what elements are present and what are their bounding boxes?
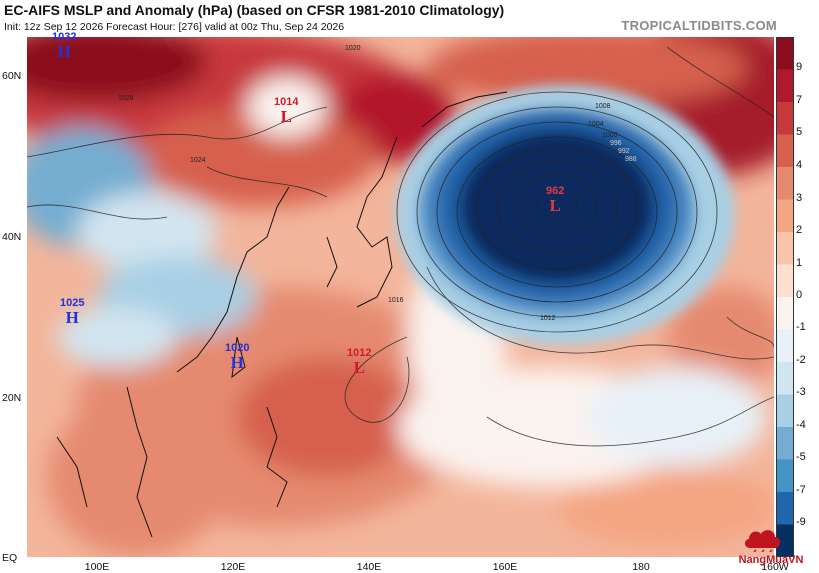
map-subtitle: Init: 12z Sep 12 2026 Forecast Hour: [27… <box>4 21 345 33</box>
anomaly-map <box>27 37 774 557</box>
pressure-symbol: L <box>549 196 561 215</box>
isobar-label: 1028 <box>118 95 134 102</box>
high-pressure-center: 1032 H <box>52 31 77 61</box>
colorbar-segment <box>776 427 794 460</box>
anomaly-field <box>27 37 774 557</box>
high-pressure-center: 1025 H <box>60 297 85 327</box>
lat-label-40n: 40N <box>2 231 22 243</box>
pressure-symbol: L <box>353 358 365 377</box>
colorbar-label: -2 <box>796 354 806 366</box>
pressure-value: 1025 <box>60 297 85 309</box>
pressure-value: 962 <box>546 185 565 197</box>
pressure-symbol: L <box>280 107 292 126</box>
lon-label-160w: 160W <box>761 561 789 573</box>
isobar-label: 1012 <box>540 315 556 322</box>
isobar-label: 992 <box>618 148 630 155</box>
lon-label-120e: 120E <box>220 561 246 573</box>
colorbar-label: 7 <box>796 94 803 106</box>
pressure-value: 1014 <box>274 96 299 108</box>
pressure-value: 1012 <box>347 347 372 359</box>
isobar-label: 1016 <box>388 297 404 304</box>
colorbar-segment <box>776 69 794 103</box>
colorbar-label: -3 <box>796 386 806 398</box>
colorbar-label: 1 <box>796 257 803 269</box>
pressure-value: 1020 <box>225 342 250 354</box>
lon-label-100e: 100E <box>84 561 110 573</box>
colorbar-segment <box>776 134 794 168</box>
colorbar-segment <box>776 232 794 265</box>
low-pressure-center: 962 L <box>546 185 565 215</box>
colorbar-segment <box>776 362 794 395</box>
colorbar-segment <box>776 524 794 557</box>
colorbar-label: 4 <box>796 159 803 171</box>
colorbar-segment <box>776 102 794 135</box>
colorbar-label: 9 <box>796 61 803 73</box>
map-title: EC-AIFS MSLP and Anomaly (hPa) (based on… <box>4 2 505 18</box>
lat-label-60n: 60N <box>2 70 22 82</box>
high-pressure-center: 1020 H <box>225 342 250 372</box>
colorbar-label: -5 <box>796 451 806 463</box>
colorbar <box>776 37 794 557</box>
colorbar-segment <box>776 167 794 200</box>
colorbar-segment <box>776 199 794 233</box>
colorbar-label: -7 <box>796 484 806 496</box>
lat-label-eq: EQ <box>2 552 18 564</box>
site-brand: TROPICALTIDBITS.COM <box>621 18 777 33</box>
colorbar-label: 5 <box>796 126 803 138</box>
lat-label-20n: 20N <box>2 392 22 404</box>
colorbar-label: 3 <box>796 192 803 204</box>
pressure-symbol: H <box>65 308 79 327</box>
colorbar-segment <box>776 264 794 298</box>
watermark: NangMuaVN <box>728 526 814 566</box>
lon-label-160e: 160E <box>492 561 518 573</box>
isobar-label: 1000 <box>602 132 618 139</box>
colorbar-segment <box>776 329 794 363</box>
pressure-value: 1032 <box>52 31 77 43</box>
pressure-symbol: H <box>57 42 71 61</box>
colorbar-segment <box>776 37 794 70</box>
isobar-label: 1020 <box>345 45 361 52</box>
isobar-label: 1004 <box>588 121 604 128</box>
low-pressure-center: 1014 L <box>274 96 299 126</box>
pressure-symbol: H <box>230 353 244 372</box>
colorbar-label: -4 <box>796 419 806 431</box>
colorbar-segment <box>776 492 794 525</box>
isobar-label: 1024 <box>190 157 206 164</box>
isobar-label: 988 <box>625 156 637 163</box>
watermark-text: NangMuaVN <box>738 554 804 566</box>
lon-label-180: 180 <box>632 561 650 573</box>
lon-label-140e: 140E <box>356 561 382 573</box>
colorbar-segment <box>776 297 794 330</box>
low-pressure-center: 1012 L <box>347 347 372 377</box>
colorbar-label: 0 <box>796 289 803 301</box>
cloud-icon <box>744 530 781 552</box>
isobar-label: 996 <box>610 140 622 147</box>
colorbar-label: 2 <box>796 224 803 236</box>
colorbar-label: -1 <box>796 321 806 333</box>
colorbar-segment <box>776 459 794 493</box>
colorbar-segment <box>776 394 794 428</box>
isobar-label: 1008 <box>595 103 611 110</box>
colorbar-label: -9 <box>796 516 806 528</box>
